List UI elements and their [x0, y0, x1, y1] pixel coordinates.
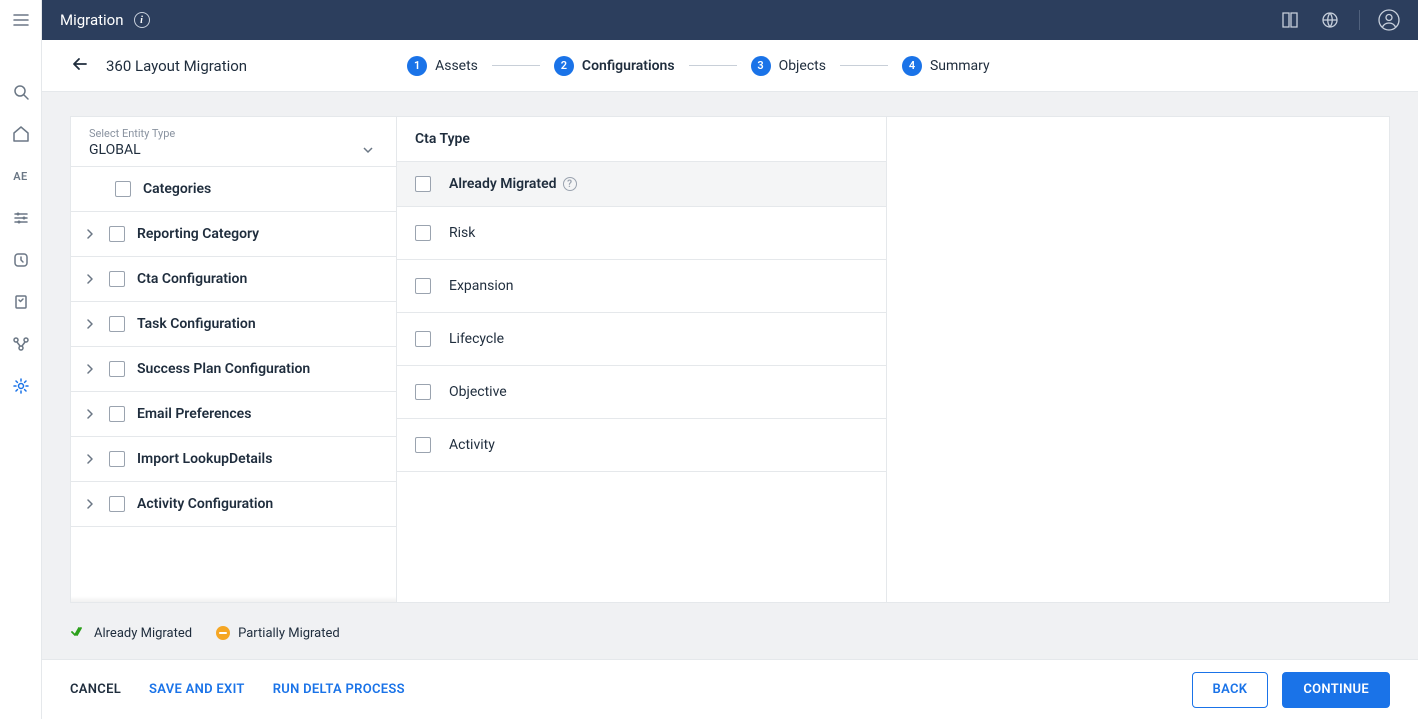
- chevron-right-icon[interactable]: [85, 454, 97, 464]
- cancel-button[interactable]: CANCEL: [70, 682, 121, 697]
- cta-type-row[interactable]: Risk: [397, 207, 886, 260]
- info-icon[interactable]: i: [134, 12, 150, 28]
- avatar-icon[interactable]: [1378, 9, 1400, 31]
- home-icon[interactable]: [11, 124, 31, 144]
- config-item[interactable]: Categories: [71, 167, 396, 212]
- chevron-right-icon[interactable]: [85, 319, 97, 329]
- config-item[interactable]: Email Preferences: [71, 392, 396, 437]
- entity-value: GLOBAL: [89, 142, 141, 158]
- config-label: Reporting Category: [137, 226, 259, 242]
- partial-icon: [216, 626, 230, 640]
- topbar: Migration i: [42, 0, 1418, 40]
- entity-label: Select Entity Type: [89, 127, 378, 140]
- chevron-right-icon[interactable]: [85, 409, 97, 419]
- config-label: Cta Configuration: [137, 271, 247, 287]
- step-objects[interactable]: 3 Objects: [751, 56, 826, 76]
- cta-type-column: Cta Type Already Migrated ? Risk Expansio…: [397, 117, 887, 602]
- config-item[interactable]: Success Plan Configuration: [71, 347, 396, 392]
- clock-icon[interactable]: [11, 250, 31, 270]
- settings-icon[interactable]: [11, 376, 31, 396]
- run-delta-button[interactable]: RUN DELTA PROCESS: [273, 682, 405, 697]
- globe-icon[interactable]: [1319, 9, 1341, 31]
- cta-row-checkbox[interactable]: [415, 331, 431, 347]
- cta-row-checkbox[interactable]: [415, 225, 431, 241]
- config-item[interactable]: Import LookupDetails: [71, 437, 396, 482]
- back-button[interactable]: BACK: [1192, 672, 1269, 708]
- cta-row-checkbox[interactable]: [415, 278, 431, 294]
- cta-row-checkbox[interactable]: [415, 384, 431, 400]
- cta-type-row[interactable]: Expansion: [397, 260, 886, 313]
- config-checkbox[interactable]: [115, 181, 131, 197]
- book-icon[interactable]: [1279, 9, 1301, 31]
- cta-type-heading: Cta Type: [397, 117, 886, 162]
- cta-row-label: Activity: [449, 437, 495, 453]
- config-label: Categories: [143, 181, 211, 197]
- cta-type-row[interactable]: Objective: [397, 366, 886, 419]
- subheader: 360 Layout Migration 1 Assets 2 Configur…: [42, 40, 1418, 92]
- search-icon[interactable]: [11, 82, 31, 102]
- cta-row-label: Objective: [449, 384, 507, 400]
- sliders-icon[interactable]: [11, 208, 31, 228]
- nav-rail: AE: [0, 0, 42, 719]
- cta-row-label: Risk: [449, 225, 475, 241]
- workarea: Select Entity Type GLOBAL Categories Repo…: [70, 116, 1390, 603]
- help-icon[interactable]: ?: [563, 177, 577, 191]
- config-checkbox[interactable]: [109, 361, 125, 377]
- back-icon[interactable]: [70, 54, 90, 78]
- config-checkbox[interactable]: [109, 496, 125, 512]
- config-checkbox[interactable]: [109, 271, 125, 287]
- legend: Already Migrated Partially Migrated: [70, 623, 1390, 643]
- already-migrated-header: Already Migrated: [449, 176, 557, 192]
- legend-already: Already Migrated: [94, 626, 192, 641]
- config-label: Email Preferences: [137, 406, 251, 422]
- legend-partial: Partially Migrated: [238, 626, 340, 641]
- config-label: Task Configuration: [137, 316, 256, 332]
- hierarchy-icon[interactable]: [11, 334, 31, 354]
- cta-row-label: Expansion: [449, 278, 513, 294]
- cta-row-checkbox[interactable]: [415, 437, 431, 453]
- step-assets[interactable]: 1 Assets: [407, 56, 478, 76]
- chevron-down-icon: [362, 144, 374, 156]
- cta-type-row[interactable]: Activity: [397, 419, 886, 472]
- config-checkbox[interactable]: [109, 406, 125, 422]
- config-checkbox[interactable]: [109, 451, 125, 467]
- cta-header-checkbox[interactable]: [415, 176, 431, 192]
- config-item[interactable]: Task Configuration: [71, 302, 396, 347]
- config-right-panel: Cta Type Already Migrated ? Risk Expansio…: [397, 117, 1389, 602]
- config-checkbox[interactable]: [109, 226, 125, 242]
- config-left-panel: Select Entity Type GLOBAL Categories Repo…: [71, 117, 397, 602]
- step-indicator: 1 Assets 2 Configurations 3 Objects 4 Su…: [407, 56, 990, 76]
- config-item[interactable]: Cta Configuration: [71, 257, 396, 302]
- chevron-right-icon[interactable]: [85, 274, 97, 284]
- config-item[interactable]: Activity Configuration: [71, 482, 396, 527]
- chevron-right-icon[interactable]: [85, 229, 97, 239]
- ae-icon[interactable]: AE: [11, 166, 31, 186]
- cta-row-label: Lifecycle: [449, 331, 504, 347]
- entity-type-selector[interactable]: Select Entity Type GLOBAL: [71, 117, 396, 167]
- cta-type-header-row: Already Migrated ?: [397, 162, 886, 207]
- cta-type-row[interactable]: Lifecycle: [397, 313, 886, 366]
- hamburger-icon[interactable]: [11, 10, 31, 30]
- continue-button[interactable]: CONTINUE: [1282, 672, 1390, 708]
- page-title: 360 Layout Migration: [106, 57, 247, 75]
- config-label: Activity Configuration: [137, 496, 273, 512]
- config-label: Success Plan Configuration: [137, 361, 310, 377]
- clipboard-icon[interactable]: [11, 292, 31, 312]
- config-label: Import LookupDetails: [137, 451, 272, 467]
- chevron-right-icon[interactable]: [85, 364, 97, 374]
- save-and-exit-button[interactable]: SAVE AND EXIT: [149, 682, 245, 697]
- chevron-right-icon[interactable]: [85, 499, 97, 509]
- config-item[interactable]: Reporting Category: [71, 212, 396, 257]
- check-icon: [70, 623, 86, 643]
- footer: CANCEL SAVE AND EXIT RUN DELTA PROCESS B…: [42, 659, 1418, 719]
- config-list: Categories Reporting Category Cta Configur…: [71, 167, 396, 596]
- config-checkbox[interactable]: [109, 316, 125, 332]
- empty-detail-pane: [887, 117, 1389, 602]
- app-title: Migration: [60, 11, 124, 29]
- content-area: Select Entity Type GLOBAL Categories Repo…: [42, 92, 1418, 659]
- step-configurations[interactable]: 2 Configurations: [554, 56, 675, 76]
- step-summary[interactable]: 4 Summary: [902, 56, 990, 76]
